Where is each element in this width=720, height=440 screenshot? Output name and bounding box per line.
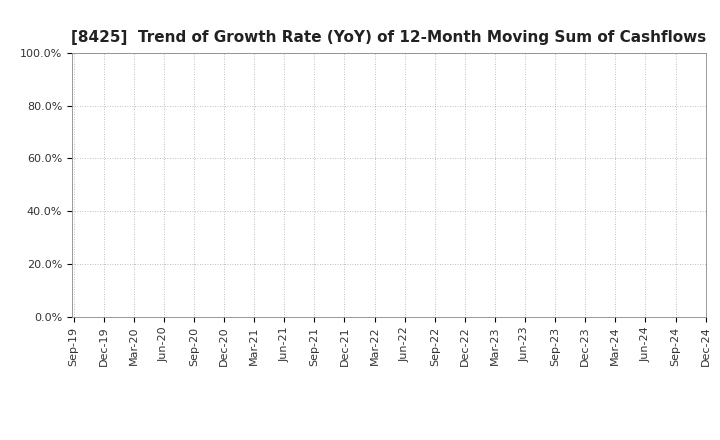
Title: [8425]  Trend of Growth Rate (YoY) of 12-Month Moving Sum of Cashflows: [8425] Trend of Growth Rate (YoY) of 12-… <box>71 29 706 45</box>
